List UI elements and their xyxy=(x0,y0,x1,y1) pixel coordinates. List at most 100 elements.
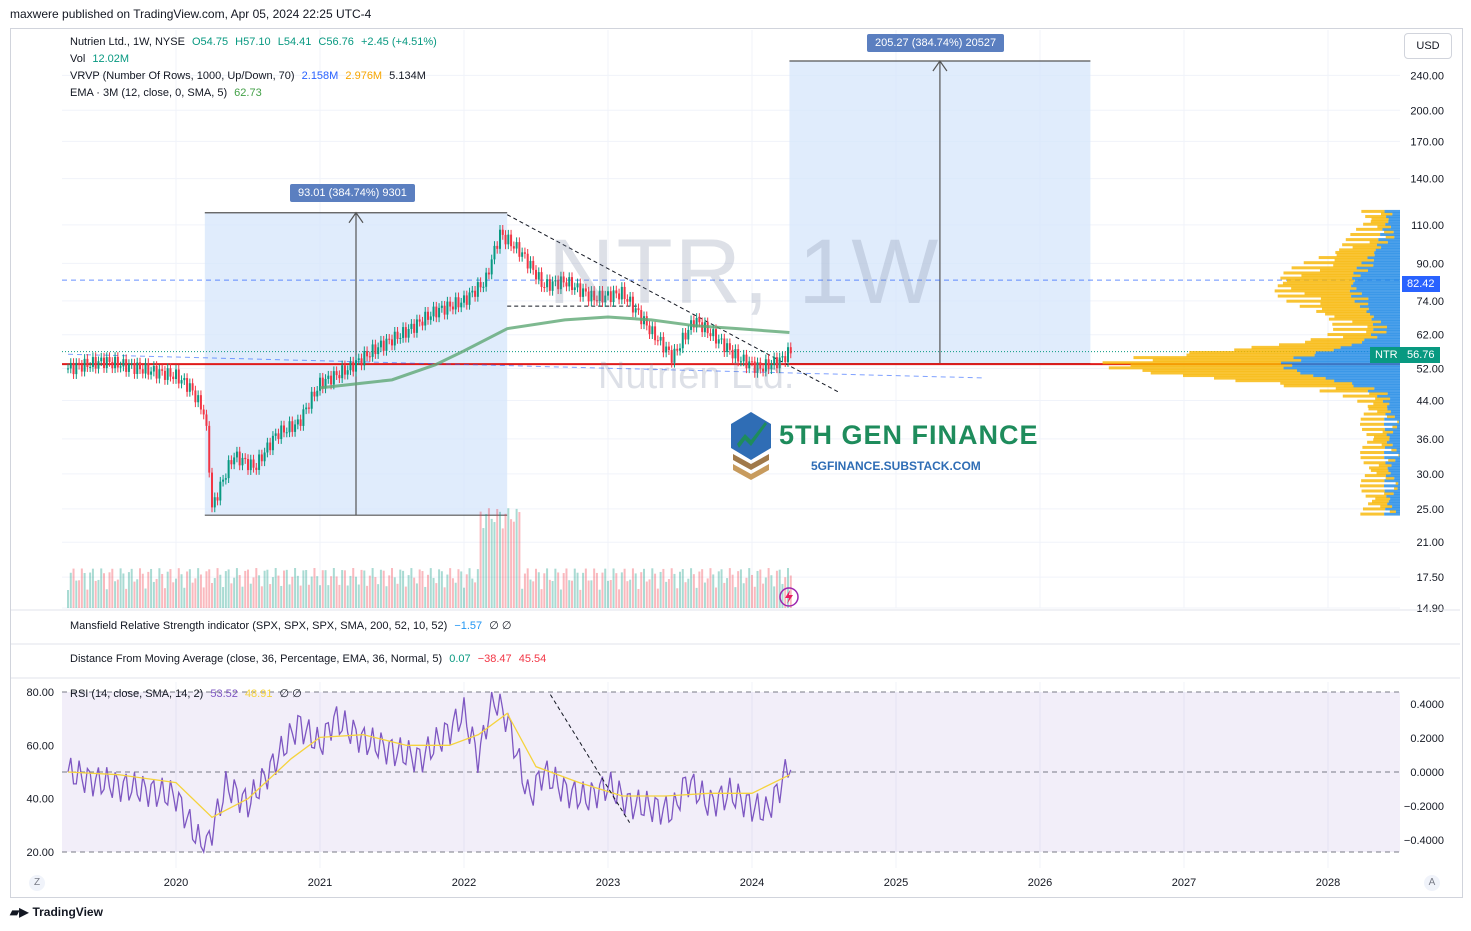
last-price-ticker: NTR xyxy=(1370,347,1403,363)
volume-bar xyxy=(487,508,490,608)
vrvp-down-bar xyxy=(1320,302,1369,306)
vrvp-down-bar xyxy=(1333,327,1374,331)
legend-ema[interactable]: EMA · 3M (12, close, 0, SMA, 5) 62.73 xyxy=(70,87,262,99)
auto-scale-button[interactable]: A xyxy=(1424,875,1440,891)
vrvp-down-bar xyxy=(1332,322,1373,326)
vrvp-down-bar xyxy=(1319,268,1368,272)
volume-bar xyxy=(715,587,717,608)
candle-body xyxy=(463,295,465,303)
candle-body xyxy=(352,361,355,372)
vrvp-up-bar xyxy=(1300,371,1400,375)
candle-body xyxy=(388,338,391,340)
volume-bar xyxy=(731,574,734,608)
vrvp-down-bar xyxy=(1386,415,1395,419)
vrvp-up-bar xyxy=(1364,338,1400,342)
volume-bar xyxy=(410,568,413,608)
volume-bar xyxy=(266,569,269,608)
volume-bar xyxy=(662,568,665,608)
vrvp-down-bar xyxy=(1377,409,1391,413)
vrvp-up-bar xyxy=(1354,299,1400,303)
candle-body xyxy=(737,349,740,362)
x-axis-label: 2023 xyxy=(596,877,620,889)
volume-bar xyxy=(626,581,629,608)
vrvp-down-bar xyxy=(1380,504,1393,508)
candle-body xyxy=(739,361,742,363)
candle-body xyxy=(474,290,477,297)
vrvp-down-bar xyxy=(1321,307,1369,311)
volume-bar xyxy=(119,568,122,608)
legend-rsi-v2: 48.91 xyxy=(244,688,273,700)
volume-bar xyxy=(144,588,147,608)
volume-bar xyxy=(388,575,391,608)
candle-body xyxy=(429,316,432,320)
vrvp-up-bar xyxy=(1374,253,1400,257)
vrvp-up-bar xyxy=(1362,340,1400,344)
volume-bar xyxy=(463,587,465,608)
legend-volume[interactable]: Vol 12.02M xyxy=(70,53,129,65)
vrvp-down-bar xyxy=(1375,397,1391,401)
vrvp-up-bar xyxy=(1368,297,1400,301)
legend-dfma[interactable]: Distance From Moving Average (close, 36,… xyxy=(70,653,546,665)
tradingview-brand-label: TradingView xyxy=(32,905,103,919)
candle-body xyxy=(562,276,565,283)
candle-body xyxy=(199,395,202,410)
legend-main[interactable]: Nutrien Ltd., 1W, NYSE O54.75 H57.10 L54… xyxy=(70,36,437,48)
vrvp-up-bar xyxy=(1334,379,1400,383)
candle-body xyxy=(404,327,407,338)
volume-bar xyxy=(97,579,100,608)
candle-body xyxy=(651,326,654,335)
candle-body xyxy=(393,331,396,346)
candle-body xyxy=(576,283,579,288)
volume-bar xyxy=(623,568,626,608)
volume-bar xyxy=(667,579,670,608)
vrvp-up-bar xyxy=(1395,458,1400,462)
volume-bar xyxy=(258,575,261,608)
legend-mansfield[interactable]: Mansfield Relative Strength indicator (S… xyxy=(70,619,511,632)
currency-button[interactable]: USD xyxy=(1404,33,1452,59)
candle-body xyxy=(177,369,180,384)
candle-body xyxy=(684,332,687,340)
vrvp-down-bar xyxy=(1385,476,1395,480)
candle-body xyxy=(629,296,632,302)
volume-bar xyxy=(335,576,338,608)
volume-bar xyxy=(352,568,355,608)
auto-scale-left-button[interactable]: Z xyxy=(29,875,45,891)
volume-bar xyxy=(728,568,731,608)
vrvp-up-bar xyxy=(1361,261,1400,265)
volume-bar xyxy=(291,576,294,608)
volume-bar xyxy=(319,585,321,608)
candle-body xyxy=(496,245,499,249)
legend-rsi[interactable]: RSI (14, close, SMA, 14, 2) 53.52 48.91 … xyxy=(70,687,302,700)
candle-body xyxy=(100,357,103,362)
vrvp-up-bar xyxy=(1384,417,1400,421)
volume-bar xyxy=(681,569,684,608)
candle-body xyxy=(324,378,327,389)
volume-bar xyxy=(501,528,504,608)
vrvp-down-bar xyxy=(1368,502,1388,506)
candle-body xyxy=(407,329,410,338)
vrvp-up-bar xyxy=(1394,235,1400,239)
volume-bar xyxy=(460,571,463,608)
candle-body xyxy=(485,272,488,287)
vrvp-down-bar xyxy=(1394,486,1398,490)
volume-bar xyxy=(557,572,560,608)
volume-bar xyxy=(582,572,585,608)
volume-bar xyxy=(103,573,105,608)
candle-body xyxy=(656,340,659,342)
vrvp-up-bar xyxy=(1388,217,1400,221)
candle-body xyxy=(332,371,335,385)
price-axis-label: 170.00 xyxy=(1410,136,1444,148)
volume-bar xyxy=(338,584,341,608)
candle-body xyxy=(222,479,225,482)
vrvp-down-bar xyxy=(1362,445,1385,449)
legend-vrvp[interactable]: VRVP (Number Of Rows, 1000, Up/Down, 70)… xyxy=(70,70,426,82)
measure-right-label[interactable]: 205.27 (384.74%) 20527 xyxy=(867,34,1005,52)
candle-body xyxy=(321,377,324,389)
candle-body xyxy=(748,361,751,369)
measure-left-label[interactable]: 93.01 (384.74%) 9301 xyxy=(290,184,415,202)
volume-bar xyxy=(767,568,770,608)
legend-high: H57.10 xyxy=(235,36,271,48)
volume-bar xyxy=(374,577,377,608)
vrvp-up-bar xyxy=(1385,412,1400,416)
